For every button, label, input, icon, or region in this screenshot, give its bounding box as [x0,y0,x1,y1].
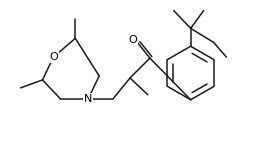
Text: O: O [129,35,137,45]
Text: O: O [49,52,58,62]
Text: N: N [84,94,92,104]
